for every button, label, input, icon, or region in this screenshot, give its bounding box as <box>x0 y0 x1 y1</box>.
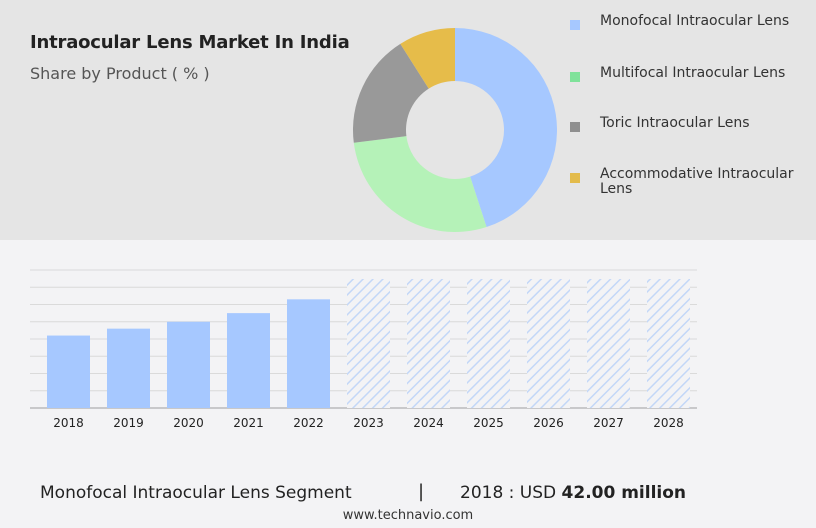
x-tick-label: 2021 <box>233 416 264 430</box>
bar <box>107 328 150 408</box>
x-tick-label: 2023 <box>353 416 384 430</box>
bar <box>227 313 270 408</box>
legend-label: Accommodative Intraocular Lens <box>600 166 794 197</box>
x-tick-label: 2026 <box>533 416 564 430</box>
donut-slice <box>353 43 429 143</box>
donut-slice <box>455 28 558 228</box>
legend-label: Multifocal Intraocular Lens <box>600 65 786 81</box>
footer-year-label: 2018 : USD <box>460 483 557 503</box>
donut-slice <box>400 28 455 89</box>
footer-value: 2018 : USD 42.00 million <box>460 483 686 503</box>
footer-divider: | <box>418 481 425 502</box>
legend-label: Toric Intraocular Lens <box>600 115 750 131</box>
x-tick-label: 2022 <box>293 416 324 430</box>
forecast-bar <box>467 279 510 408</box>
footer-amount: 42.00 million <box>561 483 687 503</box>
forecast-bar <box>527 279 570 408</box>
x-tick-label: 2020 <box>173 416 204 430</box>
legend-swatch <box>570 72 580 82</box>
bar-chart: 2018 2019 2020 2021 2022 2023 2024 2025 2026 2027… <box>30 269 697 430</box>
bar <box>287 299 330 408</box>
x-tick-label: 2027 <box>593 416 624 430</box>
x-tick-label: 2018 <box>53 416 84 430</box>
x-tick-label: 2019 <box>113 416 144 430</box>
donut-chart <box>353 28 558 233</box>
footer-segment-label: Monofocal Intraocular Lens Segment <box>40 483 352 503</box>
legend-label: Monofocal Intraocular Lens <box>600 13 790 29</box>
x-tick-label: 2028 <box>653 416 684 430</box>
legend-swatch <box>570 173 580 183</box>
legend-swatch <box>570 122 580 132</box>
forecast-bar <box>587 279 630 408</box>
forecast-bar <box>647 279 690 408</box>
chart-subtitle: Share by Product ( % ) <box>30 64 210 83</box>
chart-title: Intraocular Lens Market In India <box>30 32 350 53</box>
x-tick-label: 2024 <box>413 416 444 430</box>
legend-swatch <box>570 20 580 30</box>
forecast-bar <box>347 279 390 408</box>
bar <box>47 335 90 408</box>
source-url: www.technavio.com <box>342 508 474 523</box>
donut-slice <box>353 136 487 233</box>
forecast-bar <box>407 279 450 408</box>
x-tick-label: 2025 <box>473 416 504 430</box>
bar <box>167 321 210 408</box>
